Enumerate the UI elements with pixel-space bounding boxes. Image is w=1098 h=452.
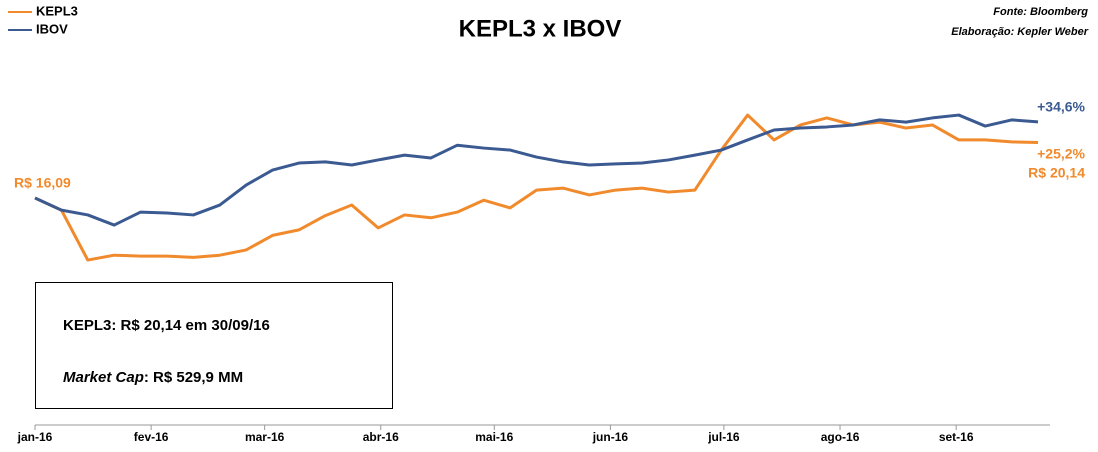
- info-line: KEPL3: R$ 20,14 em 30/09/16: [63, 317, 270, 334]
- x-tick-label: jul-16: [707, 430, 740, 444]
- x-tick-label: mar-16: [245, 430, 285, 444]
- series-line: [34, 113, 1039, 227]
- annotation: R$ 20,14: [1028, 164, 1085, 180]
- info-line: Market Cap: R$ 529,9 MM: [63, 369, 243, 386]
- info-box: KEPL3: R$ 20,14 em 30/09/16 Market Cap: …: [35, 282, 393, 409]
- series-line: [34, 113, 1039, 262]
- annotation: +34,6%: [1037, 99, 1085, 115]
- legend-label: IBOV: [36, 21, 68, 36]
- x-tick-label: set-16: [939, 430, 974, 444]
- x-tick-label: jan-16: [17, 430, 53, 444]
- info-italic: Market Cap: [63, 369, 144, 386]
- x-tick-label: ago-16: [821, 430, 860, 444]
- x-tick-label: fev-16: [134, 430, 169, 444]
- annotation: +25,2%: [1037, 145, 1085, 161]
- chart-title: KEPL3 x IBOV: [459, 15, 622, 42]
- x-tick-label: jun-16: [592, 430, 629, 444]
- credit: Elaboração: Kepler Weber: [951, 26, 1088, 38]
- annotation: R$ 16,09: [14, 175, 71, 191]
- legend-label: KEPL3: [36, 3, 78, 18]
- source: Fonte: Bloomberg: [993, 6, 1088, 18]
- x-tick-label: mai-16: [475, 430, 513, 444]
- x-tick-label: abr-16: [363, 430, 399, 444]
- info-rest: : R$ 529,9 MM: [143, 369, 244, 386]
